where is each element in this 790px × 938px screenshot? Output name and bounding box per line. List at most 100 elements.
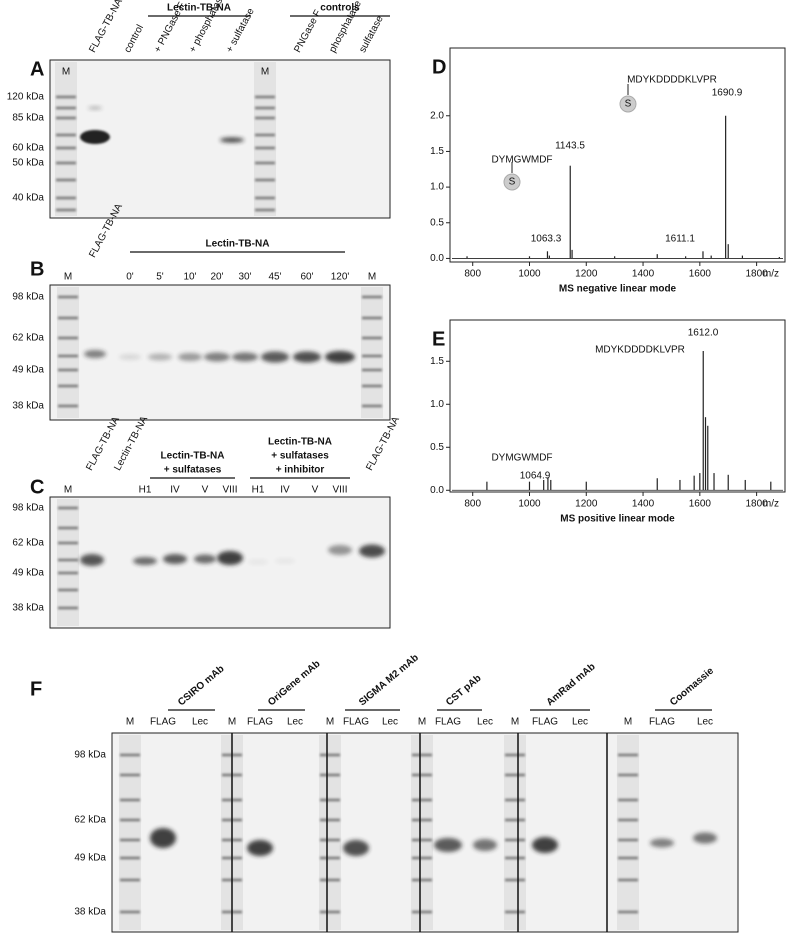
marker-band (255, 146, 275, 150)
lane-label: M (624, 717, 632, 728)
marker-band (58, 526, 78, 530)
lane-label: IV (280, 485, 290, 496)
marker-band (412, 773, 432, 777)
lane-label: 10' (183, 272, 196, 283)
protein-band (473, 839, 497, 851)
marker-band (58, 384, 78, 388)
x-tick-label: 800 (464, 499, 481, 510)
plot-frame (449, 47, 786, 263)
group-label: controls (320, 3, 360, 14)
group-label: + sulfatases (271, 451, 329, 462)
marker-band (120, 818, 140, 822)
marker-band (56, 208, 76, 212)
marker-band (362, 384, 382, 388)
marker-band (120, 878, 140, 882)
group-label: OriGene mAb (266, 658, 322, 708)
peak-annotation: 1611.1 (665, 234, 695, 245)
lane-label: M (418, 717, 426, 728)
marker-lane (57, 287, 79, 418)
marker-band (56, 146, 76, 150)
marker-band (120, 910, 140, 914)
marker-band (56, 133, 76, 137)
peak-annotation: 1690.9 (712, 88, 743, 99)
marker-band (120, 798, 140, 802)
mw-marker-label: 49 kDa (12, 365, 44, 376)
protein-band (194, 554, 216, 564)
marker-band (618, 856, 638, 860)
x-tick-label: 1200 (575, 499, 598, 510)
marker-band (505, 773, 525, 777)
marker-band (58, 404, 78, 408)
lane-label: H1 (139, 485, 152, 496)
lane-label: V (312, 485, 319, 496)
marker-band (56, 95, 76, 99)
panel-letter: D (432, 56, 446, 78)
lane-label: FLAG-TB-NA (364, 415, 402, 473)
peak-annotation: MDYKDDDDKLVPR (627, 75, 717, 86)
marker-band (362, 316, 382, 320)
lane-label: FLAG (247, 717, 273, 728)
lane-label: FLAG-TB-NA (87, 0, 125, 55)
panel-letter: E (432, 328, 445, 350)
marker-band (320, 910, 340, 914)
peak-annotation: DYMGWMDF (491, 453, 552, 464)
protein-band (359, 544, 385, 558)
marker-lane (361, 287, 383, 418)
lane-label: FLAG (532, 717, 558, 728)
marker-band (58, 571, 78, 575)
marker-band (618, 910, 638, 914)
group-label: Coomassie (668, 665, 716, 708)
group-label: SIGMA M2 mAb (357, 652, 421, 708)
lane-label: FLAG (343, 717, 369, 728)
group-label: + sulfatases (164, 465, 222, 476)
peak-annotation: 1064.9 (520, 471, 551, 482)
marker-band (362, 295, 382, 299)
marker-band (505, 856, 525, 860)
lane-label: M (511, 717, 519, 728)
x-tick-label: 1600 (689, 269, 712, 280)
lane-label: M (261, 67, 269, 78)
lane-label: M (326, 717, 334, 728)
marker-band (362, 404, 382, 408)
marker-band (255, 133, 275, 137)
chart-title: MS negative linear mode (559, 284, 677, 295)
panel-letter: B (30, 258, 44, 280)
mw-marker-label: 38 kDa (74, 907, 106, 918)
x-tick-label: 800 (464, 269, 481, 280)
marker-band (255, 208, 275, 212)
marker-band (58, 558, 78, 562)
marker-lane (55, 62, 77, 216)
mw-marker-label: 49 kDa (74, 853, 106, 864)
x-tick-label: 1400 (632, 499, 655, 510)
protein-band (328, 545, 352, 555)
lane-label: FLAG (649, 717, 675, 728)
x-tick-label: 1800 (745, 499, 768, 510)
marker-band (412, 798, 432, 802)
chart-title: MS positive linear mode (560, 514, 675, 525)
marker-band (58, 588, 78, 592)
lane-label: IV (170, 485, 180, 496)
protein-band (148, 353, 172, 361)
marker-band (320, 753, 340, 757)
lane-label: PNGase F (292, 8, 324, 54)
lane-label: Lec (192, 717, 208, 728)
y-tick-label: 1.0 (430, 399, 444, 410)
y-tick-label: 0.5 (430, 442, 444, 453)
lane-label: 5' (156, 272, 164, 283)
protein-band (261, 351, 289, 363)
marker-band (505, 818, 525, 822)
marker-band (618, 773, 638, 777)
marker-band (120, 838, 140, 842)
x-tick-label: 1800 (745, 269, 768, 280)
marker-band (58, 316, 78, 320)
marker-band (255, 106, 275, 110)
protein-band (178, 353, 202, 361)
protein-band (220, 137, 244, 143)
y-tick-label: 1.5 (430, 356, 444, 367)
marker-lane (254, 62, 276, 216)
mw-marker-label: 120 kDa (7, 92, 45, 103)
protein-band (248, 559, 268, 565)
peak-annotation: S (625, 99, 632, 110)
marker-band (58, 354, 78, 358)
lane-label: 30' (238, 272, 251, 283)
